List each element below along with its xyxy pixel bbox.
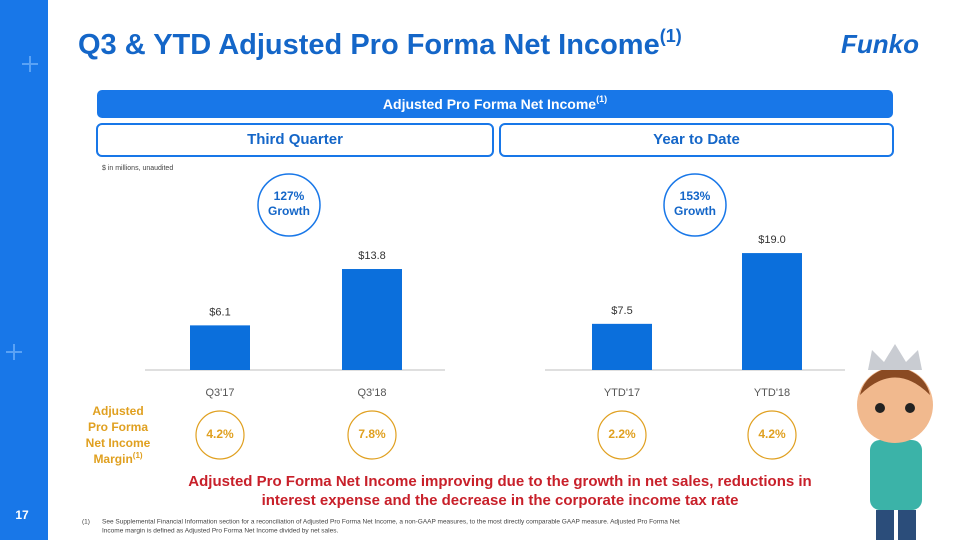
growth-text: Growth — [268, 204, 310, 218]
margin-label-text: Adjusted — [92, 404, 143, 418]
margin-value: 7.8% — [358, 427, 386, 441]
footnote-marker: (1) — [82, 519, 90, 526]
chart-header — [499, 123, 894, 157]
value-label: $7.5 — [611, 305, 632, 317]
slide-title: Q3 & YTD Adjusted Pro Forma Net Income(1… — [78, 26, 682, 61]
margin-badge — [597, 410, 647, 460]
margin-label-line: Adjusted — [92, 404, 143, 418]
bar — [592, 323, 652, 370]
bar — [190, 325, 250, 370]
footnote-line: Income margin is defined as Adjusted Pro… — [102, 528, 338, 535]
margin-label-sup: (1) — [133, 451, 143, 460]
margin-label-line: Pro Forma — [88, 420, 148, 434]
chart: Third Quarter 127%Growth $6.1 Q3'17 4.2% $13.… — [96, 123, 494, 460]
margin-value: 2.2% — [608, 427, 636, 441]
x-tick-label: Q3'17 — [205, 387, 234, 399]
units-note: $ in millions, unaudited — [102, 165, 173, 172]
decoration — [6, 56, 38, 360]
x-tick-label: Q3'18 — [357, 387, 386, 399]
margin-badge — [347, 410, 397, 460]
margin-label-text: Net Income — [86, 436, 151, 450]
value-label: $19.0 — [758, 234, 786, 246]
statement-line: Adjusted Pro Forma Net Income improving … — [188, 473, 811, 490]
page-number: 17 — [15, 508, 29, 522]
margin-badge — [195, 410, 245, 460]
footnote-line: See Supplemental Financial Information s… — [102, 519, 680, 526]
statement: Adjusted Pro Forma Net Income improving … — [188, 473, 811, 509]
x-tick-label: YTD'17 — [604, 387, 640, 399]
title-sup: (1) — [660, 26, 682, 46]
growth-text: Growth — [674, 204, 716, 218]
growth-text: 127% — [274, 189, 305, 203]
title-text: Q3 & YTD Adjusted Pro Forma Net Income — [78, 29, 660, 61]
mascot — [857, 344, 933, 540]
banner-text: Adjusted Pro Forma Net Income(1) — [383, 94, 607, 111]
side-strip — [0, 0, 48, 540]
growth-badge — [663, 173, 727, 237]
margin-label-line: Margin(1) — [93, 451, 142, 466]
growth-badge — [257, 173, 321, 237]
chart-title: Third Quarter — [247, 131, 343, 148]
margin-label-text: Pro Forma — [88, 420, 148, 434]
banner — [97, 90, 893, 118]
margin-value: 4.2% — [206, 427, 234, 441]
growth-text: 153% — [680, 189, 711, 203]
value-label: $13.8 — [358, 250, 386, 262]
margin-label-text: Margin — [93, 452, 132, 466]
statement-line: interest expense and the decrease in the… — [262, 492, 739, 509]
logo: Funko — [841, 29, 919, 59]
bar — [342, 269, 402, 370]
bar — [742, 253, 802, 370]
chart-header — [96, 123, 494, 157]
chart: Year to Date 153%Growth $7.5 YTD'17 2.2% $19.… — [499, 123, 894, 460]
footnote: See Supplemental Financial Information s… — [102, 519, 680, 535]
margin-badge — [747, 410, 797, 460]
value-label: $6.1 — [209, 306, 230, 318]
margin-value: 4.2% — [758, 427, 786, 441]
margin-label-line: Net Income — [86, 436, 151, 450]
x-tick-label: YTD'18 — [754, 387, 790, 399]
banner-label: Adjusted Pro Forma Net Income — [383, 96, 596, 112]
banner-sup: (1) — [596, 94, 607, 104]
chart-title: Year to Date — [653, 131, 740, 148]
